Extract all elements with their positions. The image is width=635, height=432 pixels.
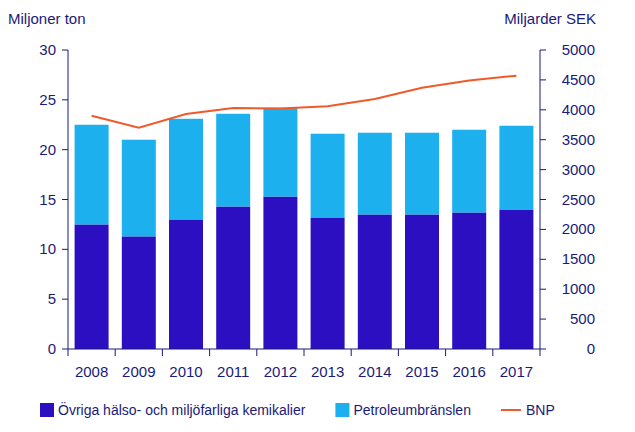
x-tick-label: 2009: [122, 363, 155, 380]
y2-tick-label: 3500: [562, 131, 595, 148]
x-tick-label: 2015: [405, 363, 438, 380]
y2-tick-label: 4000: [562, 101, 595, 118]
y-tick-label: 15: [39, 191, 56, 208]
x-tick-label: 2010: [169, 363, 202, 380]
y2-tick-label: 4500: [562, 71, 595, 88]
x-boundary-tick: [256, 349, 257, 356]
y-tick: [62, 249, 68, 250]
x-tick-label: 2008: [75, 363, 108, 380]
bar: [358, 214, 392, 349]
y2-tick: [540, 229, 546, 230]
x-boundary-tick: [68, 349, 69, 356]
bar: [122, 140, 156, 237]
bar: [263, 108, 297, 197]
y-tick: [62, 199, 68, 200]
chart: 0 5 10 15 20 25 30 0 500 1000 1500 2000 2500 3000 3500…: [0, 0, 635, 432]
y2-tick-label: 1500: [562, 250, 595, 267]
y-tick-label: 5: [48, 290, 56, 307]
x-boundary-tick: [304, 349, 305, 356]
x-boundary-tick: [209, 349, 210, 356]
y2-tick-label: 3000: [562, 161, 595, 178]
bar: [499, 209, 533, 349]
bar: [452, 212, 486, 349]
y2-tick-label: 5000: [562, 41, 595, 58]
bar: [263, 197, 297, 349]
bar: [75, 125, 109, 225]
legend-swatch: [40, 403, 54, 417]
x-tick-label: 2012: [264, 363, 297, 380]
line: [92, 76, 517, 128]
x-tick-label: 2014: [358, 363, 391, 380]
y-axis-title: Miljoner ton: [8, 10, 86, 27]
x-tick-label: 2011: [217, 363, 249, 380]
y2-tick: [540, 259, 546, 260]
legend-swatch: [501, 409, 521, 411]
y2-tick-label: 0: [587, 340, 595, 357]
y-tick-label: 30: [39, 41, 56, 58]
x-boundary-tick: [445, 349, 446, 356]
y-tick-label: 0: [48, 340, 56, 357]
legend-label: Övriga hälso- och miljöfarliga kemikalie…: [58, 401, 306, 418]
bar: [169, 119, 203, 220]
y2-tick: [540, 50, 546, 51]
bar: [311, 217, 345, 349]
legend-label: BNP: [526, 402, 555, 418]
y2-tick: [540, 319, 546, 320]
y-tick-label: 25: [39, 91, 56, 108]
bar: [75, 224, 109, 349]
y2-tick: [540, 349, 546, 350]
x-tick-label: 2017: [500, 363, 533, 380]
bar: [311, 134, 345, 218]
y2-tick: [540, 139, 546, 140]
y-tick: [62, 349, 68, 350]
legend-swatch: [335, 403, 349, 417]
x-tick-label: 2013: [311, 363, 344, 380]
x-boundary-tick: [351, 349, 352, 356]
bar: [169, 219, 203, 349]
y-tick: [62, 50, 68, 51]
bar: [216, 206, 250, 349]
x-boundary-tick: [162, 349, 163, 356]
y2-tick-label: 500: [570, 310, 595, 327]
y2-tick: [540, 79, 546, 80]
bar: [499, 126, 533, 210]
bar: [405, 133, 439, 215]
bar: [358, 133, 392, 215]
y2-tick: [540, 169, 546, 170]
bar: [122, 236, 156, 349]
y-tick: [62, 99, 68, 100]
y2-tick-label: 2500: [562, 191, 595, 208]
legend-label: Petroleumbränslen: [353, 402, 471, 418]
y-tick: [62, 299, 68, 300]
y2-tick-label: 1000: [562, 280, 595, 297]
x-tick-label: 2016: [453, 363, 486, 380]
x-boundary-tick: [398, 349, 399, 356]
y2-tick: [540, 199, 546, 200]
y-tick: [62, 149, 68, 150]
bar: [452, 130, 486, 213]
x-boundary-tick: [492, 349, 493, 356]
y2-axis-title: Miljarder SEK: [504, 10, 596, 27]
y-tick-label: 20: [39, 141, 56, 158]
y2-tick: [540, 109, 546, 110]
y-tick-label: 10: [39, 240, 56, 257]
x-boundary-tick: [115, 349, 116, 356]
data-group: [75, 76, 534, 349]
y2-tick: [540, 289, 546, 290]
y2-tick-label: 2000: [562, 220, 595, 237]
bar: [216, 114, 250, 207]
legend: Övriga hälso- och miljöfarliga kemikalie…: [40, 401, 555, 418]
x-boundary-tick: [540, 349, 541, 356]
bar: [405, 214, 439, 349]
